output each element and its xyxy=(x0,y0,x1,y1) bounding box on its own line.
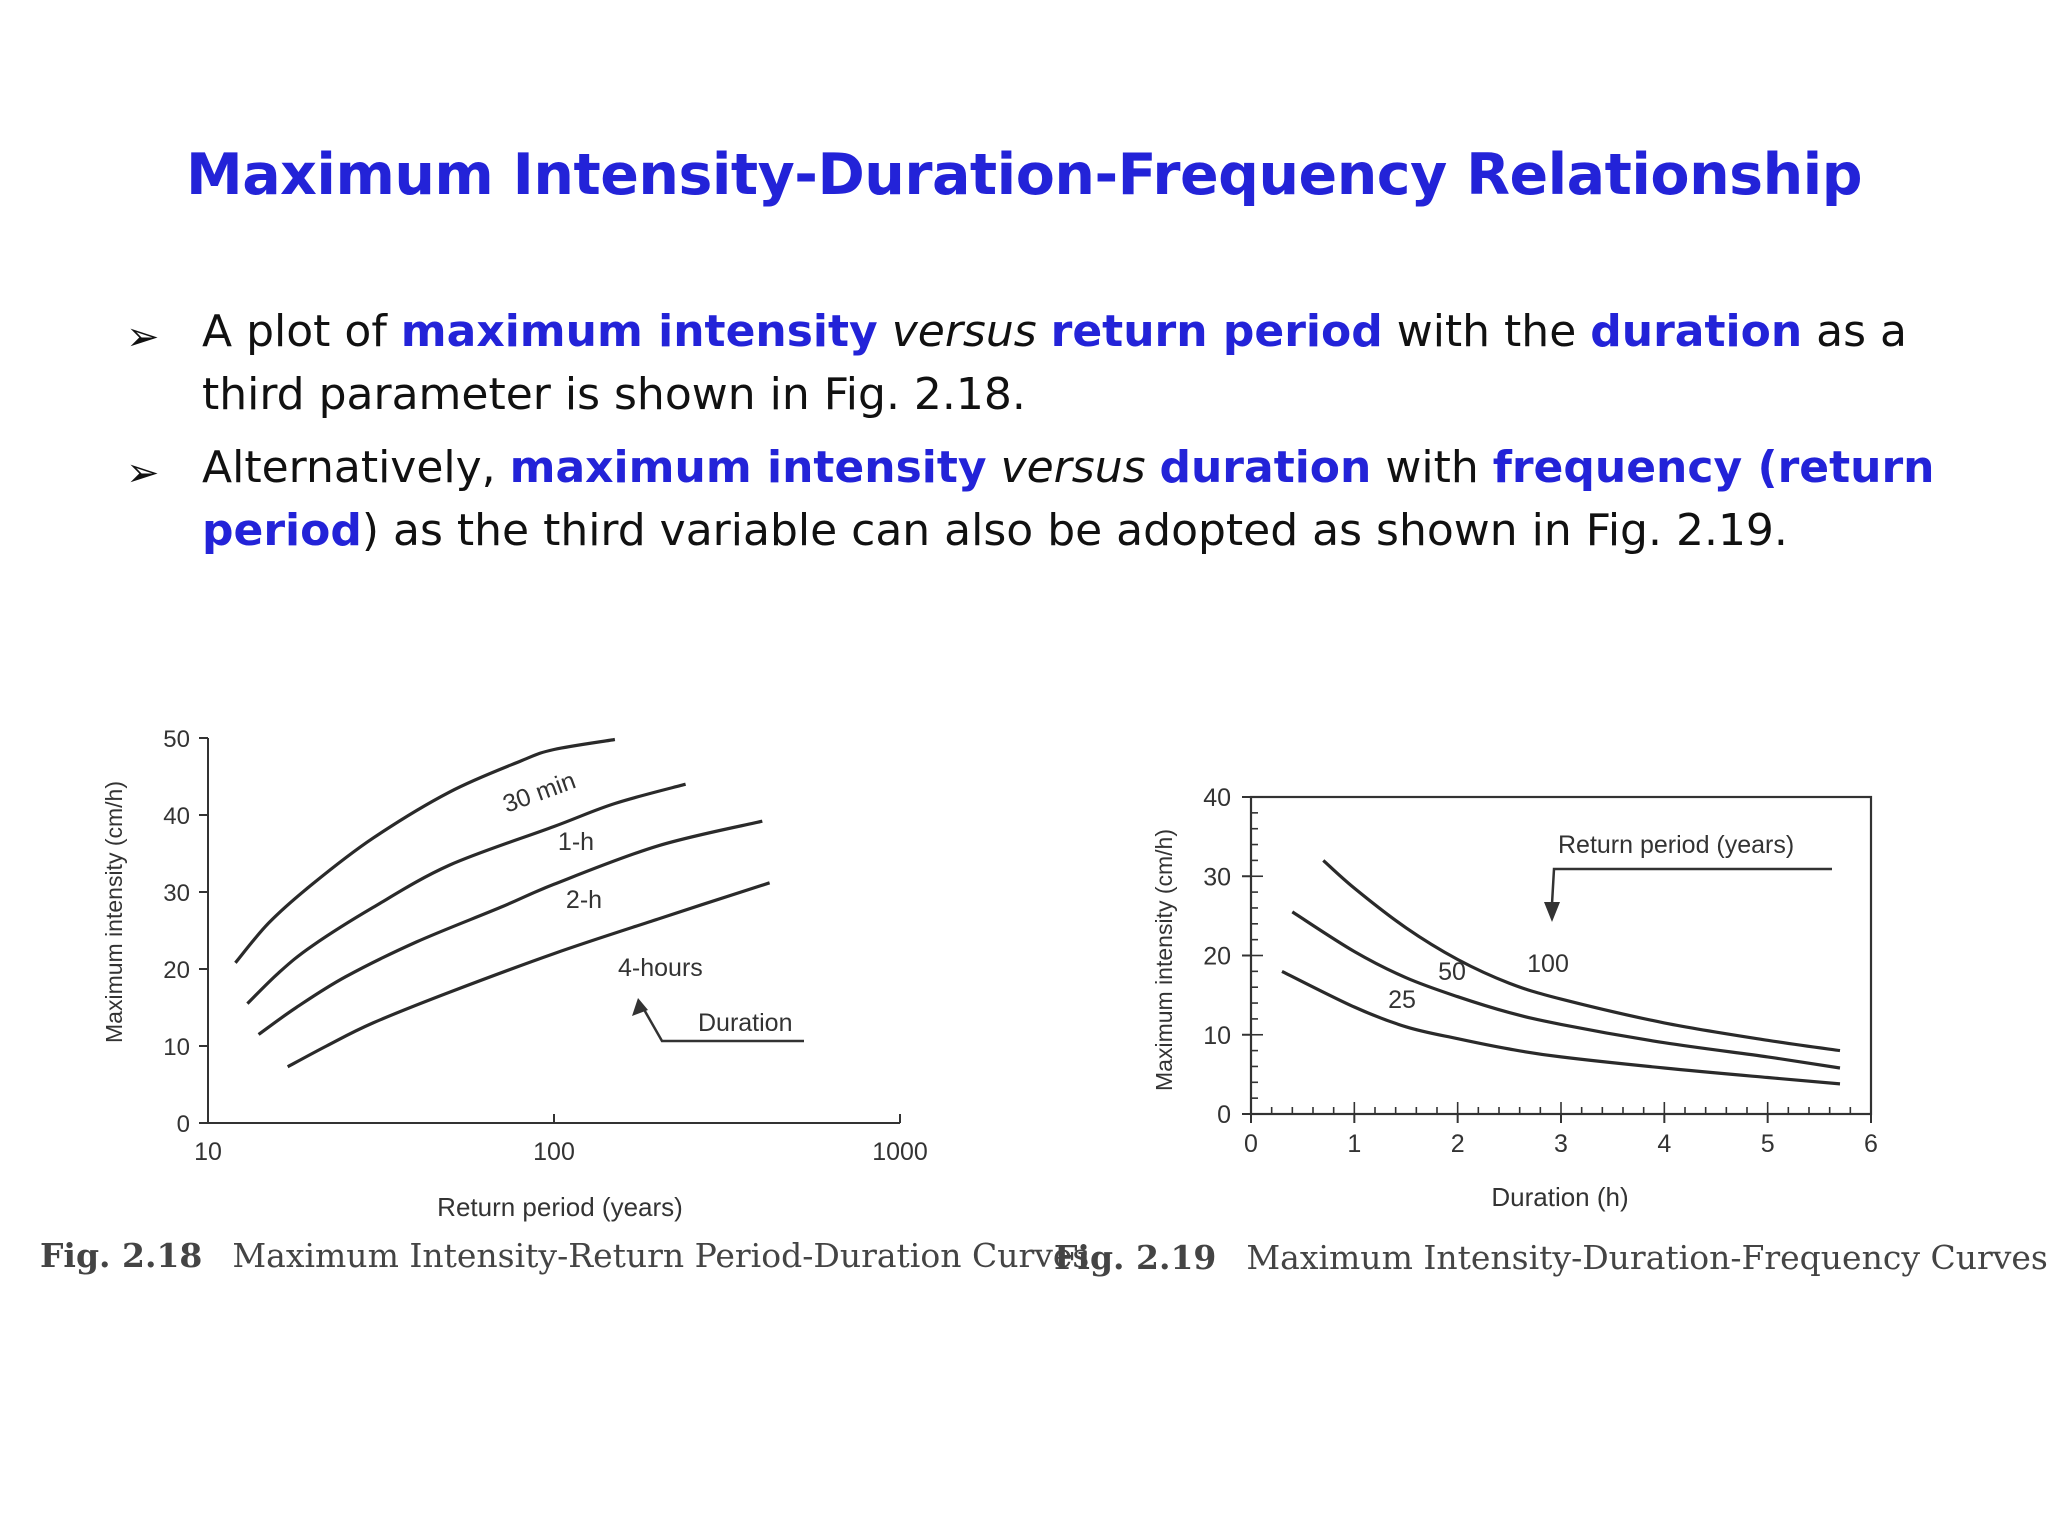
x-tick-label: 1 xyxy=(1347,1130,1361,1158)
series-line-50 xyxy=(1291,910,1841,1070)
y-tick-label: 40 xyxy=(1203,784,1231,812)
series-label-1-h: 1-h xyxy=(558,828,594,856)
chart-series-group xyxy=(234,737,771,1069)
caption-fig-2-18: Fig. 2.18 Maximum Intensity-Return Period… xyxy=(40,1236,1089,1275)
x-tick-label: 4 xyxy=(1657,1130,1671,1158)
x-tick-label: 100 xyxy=(533,1138,575,1166)
y-tick-label: 30 xyxy=(1203,863,1231,891)
x-tick-label: 2 xyxy=(1451,1130,1465,1158)
plot-frame xyxy=(1249,795,1873,1116)
x-tick-label: 6 xyxy=(1864,1130,1878,1158)
bullet-text: A plot of maximum intensity versus retur… xyxy=(202,306,1907,420)
y-tick-label: 10 xyxy=(1203,1022,1231,1050)
chart-axes: 0 10 20 30 40 0 1 2 3 4 5 6 xyxy=(1203,784,1878,1158)
arrow-bullet-icon: ➢ xyxy=(126,450,160,496)
slide-title: Maximum Intensity-Duration-Frequency Rel… xyxy=(185,142,1863,208)
series-line-30-min xyxy=(234,737,616,964)
series-label-25: 25 xyxy=(1388,986,1416,1014)
caption-number: Fig. 2.19 xyxy=(1054,1238,1217,1277)
series-line-25 xyxy=(1281,969,1841,1086)
series-label-50: 50 xyxy=(1438,958,1466,986)
series-label-100: 100 xyxy=(1527,950,1569,978)
y-tick-label: 50 xyxy=(163,726,190,753)
annotation-return-period: Return period (years) xyxy=(1558,831,1794,859)
x-tick-label: 5 xyxy=(1761,1130,1775,1158)
x-axis-title: Duration (h) xyxy=(1491,1182,1628,1212)
series-line-100 xyxy=(1322,859,1841,1053)
x-tick-label: 0 xyxy=(1244,1130,1258,1158)
caption-text: Maximum Intensity-Return Period-Duration… xyxy=(232,1236,1090,1275)
chart-series-group xyxy=(1281,859,1841,1086)
series-label-30-min: 30 min xyxy=(499,766,579,818)
bullet-item: ➢ A plot of maximum intensity versus ret… xyxy=(122,300,1952,426)
y-tick-label: 20 xyxy=(1203,943,1231,971)
bullet-text: Alternatively, maximum intensity versus … xyxy=(202,442,1935,556)
arrow-bullet-icon: ➢ xyxy=(126,314,160,360)
x-tick-label: 1000 xyxy=(872,1138,928,1166)
caption-fig-2-19: Fig. 2.19 Maximum Intensity-Duration-Freq… xyxy=(1054,1238,2048,1277)
caption-number: Fig. 2.18 xyxy=(40,1236,203,1275)
series-line-4-hours xyxy=(286,881,771,1069)
y-axis-title: Maximum intensity (cm/h) xyxy=(101,781,127,1043)
annotation-arrow-icon xyxy=(632,998,804,1043)
series-label-4-hours: 4-hours xyxy=(618,954,703,982)
series-label-2-h: 2-h xyxy=(566,886,602,914)
bullet-item: ➢ Alternatively, maximum intensity versu… xyxy=(122,436,1952,562)
caption-text: Maximum Intensity-Duration-Frequency Cur… xyxy=(1246,1238,2048,1277)
annotation-duration: Duration xyxy=(698,1009,793,1037)
y-tick-label: 0 xyxy=(177,1111,190,1138)
y-tick-label: 0 xyxy=(1217,1101,1231,1129)
y-tick-label: 30 xyxy=(163,880,190,907)
annotation-arrow-icon xyxy=(1544,867,1832,922)
y-axis-title: Maximum intensity (cm/h) xyxy=(1151,829,1177,1091)
series-line-1-h xyxy=(246,782,687,1005)
series-line-2-h xyxy=(257,819,763,1036)
x-tick-label: 10 xyxy=(194,1138,222,1166)
y-tick-label: 20 xyxy=(163,957,190,984)
bullet-list: ➢ A plot of maximum intensity versus ret… xyxy=(122,300,1952,572)
x-axis-title: Return period (years) xyxy=(437,1192,683,1222)
y-tick-label: 10 xyxy=(163,1034,190,1061)
y-tick-label: 40 xyxy=(163,803,190,830)
x-tick-label: 3 xyxy=(1554,1130,1568,1158)
